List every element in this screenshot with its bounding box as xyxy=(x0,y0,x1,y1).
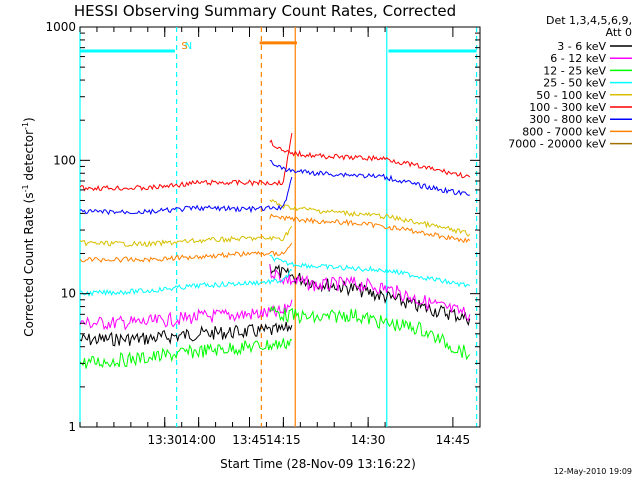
y-axis-label-main: Corrected Count Rate (s xyxy=(22,192,36,336)
series-line xyxy=(269,199,471,237)
legend-header-detectors: Det 1,3,4,5,6,9, xyxy=(546,14,632,27)
y-tick-label: 1 xyxy=(68,420,76,434)
legend-entry-label: 50 - 100 keV xyxy=(536,89,606,102)
series-line xyxy=(269,264,471,322)
timestamp: 12-May-2010 19:09 xyxy=(554,467,632,476)
series-line xyxy=(79,299,293,331)
series-lines xyxy=(79,133,471,369)
plot-area: NS 13:30 13:45 14:00 14:15 14:30 14:45 1 10 100… xyxy=(45,20,481,447)
legend-header-attenuator: Att 0 xyxy=(606,26,632,39)
legend-entry-label: 7000 - 20000 keV xyxy=(508,138,606,151)
x-axis-label: Start Time (28-Nov-09 13:16:22) xyxy=(220,457,416,471)
series-line xyxy=(79,225,293,248)
series-line xyxy=(269,254,471,288)
x-tick-label: 13:30 xyxy=(147,433,182,447)
series-line xyxy=(79,338,293,369)
legend-entry-label: 300 - 800 keV xyxy=(529,113,606,126)
x-axis-ticks: 13:30 13:45 14:00 14:15 14:30 14:45 xyxy=(79,27,471,447)
legend-entry-label: 6 - 12 keV xyxy=(550,52,606,65)
y-axis-label-mid: detector xyxy=(22,130,36,185)
legend-entry-label: 3 - 6 keV xyxy=(557,40,606,53)
y-axis-ticks: 1 10 100 1000 xyxy=(45,20,480,434)
series-line xyxy=(79,268,293,297)
y-axis-label-end: ) xyxy=(22,117,36,122)
x-tick-label: 14:00 xyxy=(181,433,216,447)
y-axis-label-sup2: -1 xyxy=(21,122,30,130)
series-line xyxy=(269,213,471,244)
legend-entry-label: 12 - 25 keV xyxy=(543,64,606,77)
series-line xyxy=(269,305,471,361)
x-tick-label: 14:45 xyxy=(436,433,471,447)
annotation-lines: NS xyxy=(79,27,478,427)
y-axis-label-sup1: -1 xyxy=(21,184,30,192)
y-axis-label: Corrected Count Rate (s-1 detector-1) xyxy=(21,117,36,336)
legend-entry-label: 100 - 300 keV xyxy=(529,101,606,114)
series-line xyxy=(79,242,293,263)
series-line xyxy=(79,176,293,216)
legend-entry-label: 800 - 7000 keV xyxy=(522,125,606,138)
series-line xyxy=(269,160,470,196)
annotation-marker-label: S xyxy=(181,41,187,52)
series-line xyxy=(79,133,293,192)
x-tick-label: 14:30 xyxy=(351,433,386,447)
y-tick-label: 10 xyxy=(61,287,76,301)
series-line xyxy=(269,139,471,179)
x-tick-label: 13:45 xyxy=(232,433,267,447)
chart-title: HESSI Observing Summary Count Rates, Cor… xyxy=(74,2,456,20)
y-tick-label: 100 xyxy=(53,153,76,167)
legend-entry-label: 25 - 50 keV xyxy=(543,77,606,90)
x-tick-label: 14:15 xyxy=(266,433,301,447)
series-line xyxy=(79,321,293,347)
y-tick-label: 1000 xyxy=(45,20,76,34)
flag-bars xyxy=(80,41,477,53)
annotation-marker-label: N xyxy=(185,41,192,52)
